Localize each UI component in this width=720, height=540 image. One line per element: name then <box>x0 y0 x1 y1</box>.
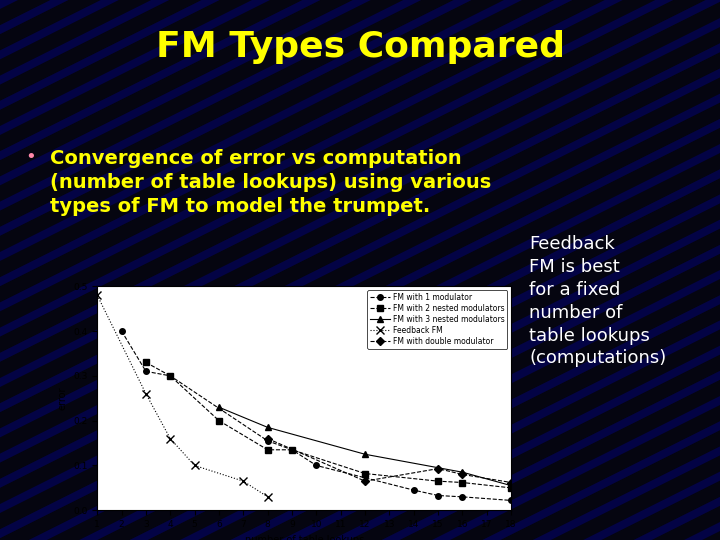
Polygon shape <box>0 0 472 540</box>
Text: Feedback
FM is best
for a fixed
number of
table lookups
(computations): Feedback FM is best for a fixed number o… <box>529 235 667 367</box>
Line: FM with 2 nested modulators: FM with 2 nested modulators <box>143 360 514 491</box>
FM with 1 modulator <box>288 447 297 453</box>
FM with double modulator <box>361 478 369 484</box>
FM with 3 nested modulators <box>215 404 223 410</box>
FM with 1 modulator <box>410 487 418 494</box>
Polygon shape <box>634 0 720 540</box>
Polygon shape <box>180 0 720 540</box>
FM with 1 modulator <box>264 437 272 444</box>
FM with 3 nested modulators <box>458 469 467 475</box>
Polygon shape <box>0 0 421 540</box>
FM with 2 nested modulators <box>142 359 150 366</box>
Feedback FM <box>264 494 272 500</box>
FM with 3 nested modulators <box>507 482 516 489</box>
Polygon shape <box>432 0 720 540</box>
Polygon shape <box>0 0 623 540</box>
Polygon shape <box>0 0 169 540</box>
FM with 1 modulator <box>507 497 516 504</box>
FM with 2 nested modulators <box>507 485 516 491</box>
Polygon shape <box>79 0 720 540</box>
Polygon shape <box>0 0 68 540</box>
FM with 1 modulator <box>312 462 320 469</box>
FM with 3 nested modulators <box>264 424 272 430</box>
Line: Feedback FM: Feedback FM <box>93 291 272 501</box>
Polygon shape <box>0 0 270 540</box>
FM with 1 modulator <box>166 373 174 379</box>
Text: Convergence of error vs computation
(number of table lookups) using various
type: Convergence of error vs computation (num… <box>50 148 492 216</box>
Polygon shape <box>382 0 720 540</box>
FM with 1 modulator <box>434 492 443 499</box>
FM with 2 nested modulators <box>361 470 369 477</box>
FM with 2 nested modulators <box>288 447 297 453</box>
FM with 2 nested modulators <box>215 417 223 424</box>
Line: FM with double modulator: FM with double modulator <box>265 436 514 485</box>
FM with double modulator <box>458 471 467 478</box>
Polygon shape <box>684 0 720 540</box>
Polygon shape <box>281 0 720 540</box>
Polygon shape <box>130 0 720 540</box>
Feedback FM <box>190 462 199 469</box>
Line: FM with 1 modulator: FM with 1 modulator <box>119 328 514 503</box>
Polygon shape <box>583 0 720 540</box>
Polygon shape <box>0 0 673 540</box>
Polygon shape <box>29 0 720 540</box>
FM with 2 nested modulators <box>458 480 467 486</box>
Polygon shape <box>0 0 119 540</box>
FM with 2 nested modulators <box>264 447 272 453</box>
FM with 3 nested modulators <box>361 451 369 457</box>
FM with double modulator <box>507 480 516 486</box>
Text: •: • <box>25 148 36 166</box>
Polygon shape <box>482 0 720 540</box>
Line: FM with 3 nested modulators: FM with 3 nested modulators <box>215 404 515 489</box>
Feedback FM <box>239 478 248 484</box>
Legend: FM with 1 modulator, FM with 2 nested modulators, FM with 3 nested modulators, F: FM with 1 modulator, FM with 2 nested mo… <box>367 290 508 349</box>
FM with 1 modulator <box>142 368 150 375</box>
Feedback FM <box>93 292 102 299</box>
Feedback FM <box>166 435 174 442</box>
Polygon shape <box>533 0 720 540</box>
Polygon shape <box>0 0 522 540</box>
Polygon shape <box>331 0 720 540</box>
X-axis label: number of table lookups: number of table lookups <box>245 535 364 540</box>
Polygon shape <box>230 0 720 540</box>
Polygon shape <box>0 0 371 540</box>
FM with 2 nested modulators <box>434 478 443 484</box>
FM with 1 modulator <box>117 328 126 334</box>
Polygon shape <box>0 0 572 540</box>
FM with double modulator <box>434 465 443 472</box>
FM with 1 modulator <box>458 494 467 500</box>
Polygon shape <box>0 0 18 540</box>
Y-axis label: error: error <box>58 387 68 410</box>
FM with double modulator <box>264 435 272 442</box>
Feedback FM <box>142 390 150 397</box>
Text: FM Types Compared: FM Types Compared <box>156 30 564 64</box>
Polygon shape <box>0 0 220 540</box>
FM with 2 nested modulators <box>166 373 174 379</box>
Polygon shape <box>0 0 320 540</box>
